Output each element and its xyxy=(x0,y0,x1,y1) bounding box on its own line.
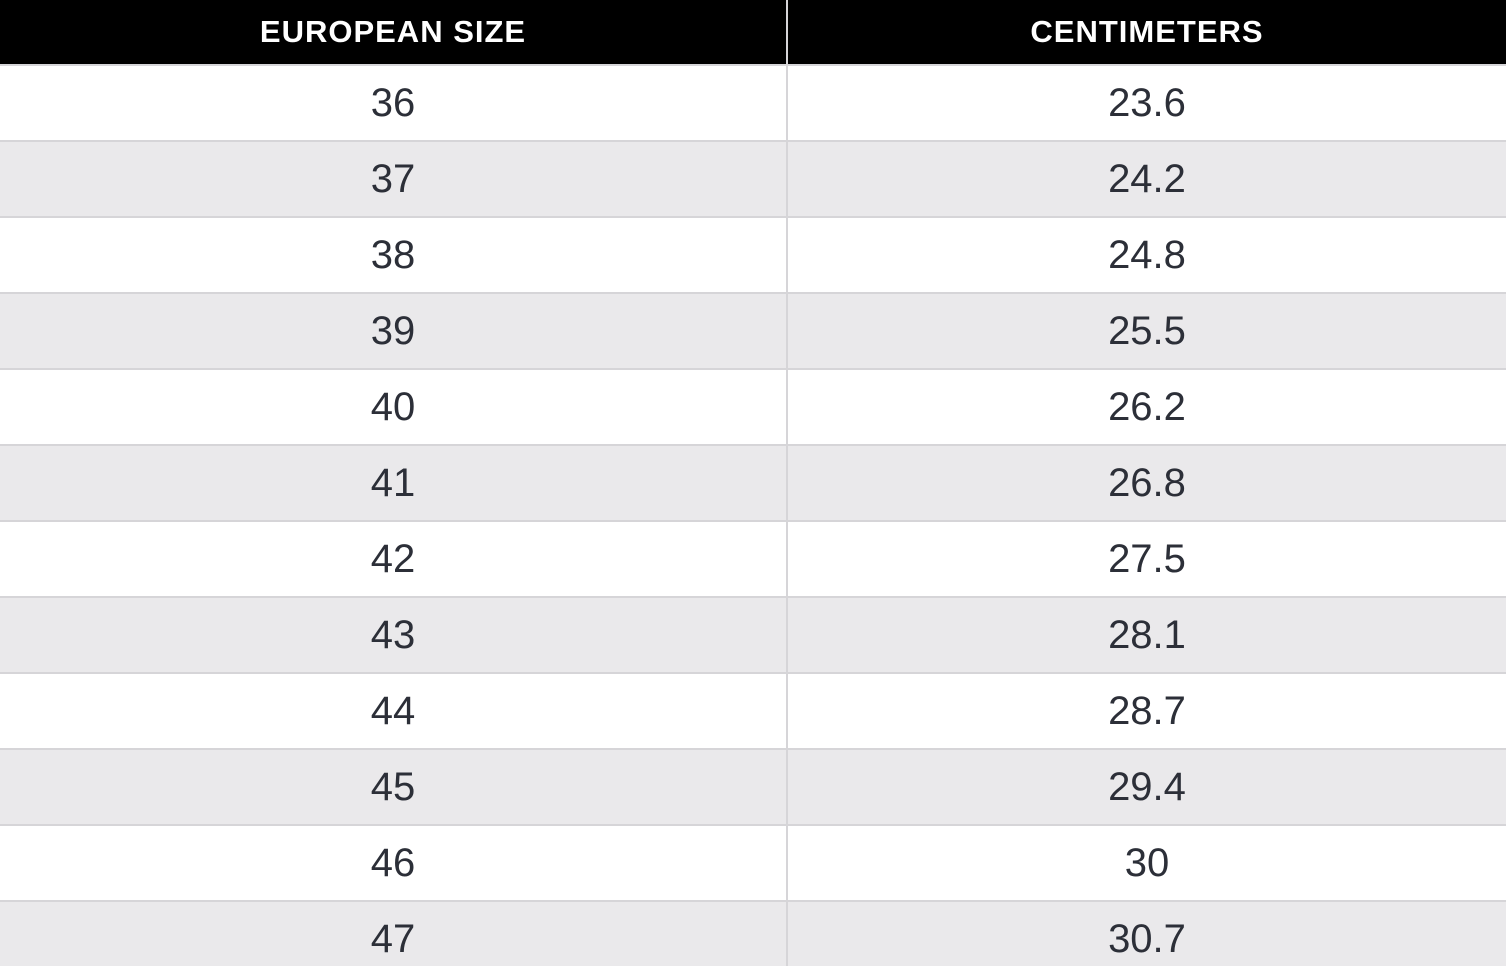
column-header-european-size: EUROPEAN SIZE xyxy=(0,0,788,64)
european-size-cell: 43 xyxy=(0,598,788,672)
european-size-cell: 44 xyxy=(0,674,788,748)
table-row: 45 29.4 xyxy=(0,748,1506,824)
column-header-centimeters: CENTIMETERS xyxy=(1030,14,1264,49)
centimeters-cell: 27.5 xyxy=(1108,536,1186,581)
table-row: 38 24.8 xyxy=(0,216,1506,292)
european-size-cell: 41 xyxy=(0,446,788,520)
centimeters-cell: 29.4 xyxy=(1108,764,1186,809)
table-row: 46 30 xyxy=(0,824,1506,900)
european-size-cell: 47 xyxy=(0,902,788,966)
table-row: 37 24.2 xyxy=(0,140,1506,216)
european-size-cell: 42 xyxy=(0,522,788,596)
table-row: 47 30.7 xyxy=(0,900,1506,966)
table-row: 36 23.6 xyxy=(0,64,1506,140)
table-row: 43 28.1 xyxy=(0,596,1506,672)
european-size-cell: 37 xyxy=(0,142,788,216)
table-header-row: EUROPEAN SIZE CENTIMETERS xyxy=(0,0,1506,64)
european-size-cell: 40 xyxy=(0,370,788,444)
european-size-cell: 36 xyxy=(0,66,788,140)
centimeters-cell: 26.2 xyxy=(1108,384,1186,429)
table-body: 36 23.6 37 24.2 38 24.8 39 25.5 40 26.2 … xyxy=(0,64,1506,966)
european-size-cell: 38 xyxy=(0,218,788,292)
european-size-cell: 45 xyxy=(0,750,788,824)
centimeters-cell: 30.7 xyxy=(1108,916,1186,961)
centimeters-cell: 26.8 xyxy=(1108,460,1186,505)
centimeters-cell: 24.8 xyxy=(1108,232,1186,277)
centimeters-cell: 28.7 xyxy=(1108,688,1186,733)
table-row: 39 25.5 xyxy=(0,292,1506,368)
table-row: 44 28.7 xyxy=(0,672,1506,748)
centimeters-cell: 30 xyxy=(1124,840,1170,885)
table-row: 42 27.5 xyxy=(0,520,1506,596)
centimeters-cell: 23.6 xyxy=(1108,80,1186,125)
european-size-cell: 46 xyxy=(0,826,788,900)
table-row: 40 26.2 xyxy=(0,368,1506,444)
european-size-cell: 39 xyxy=(0,294,788,368)
centimeters-cell: 28.1 xyxy=(1108,612,1186,657)
centimeters-cell: 25.5 xyxy=(1108,308,1186,353)
centimeters-cell: 24.2 xyxy=(1108,156,1186,201)
table-row: 41 26.8 xyxy=(0,444,1506,520)
